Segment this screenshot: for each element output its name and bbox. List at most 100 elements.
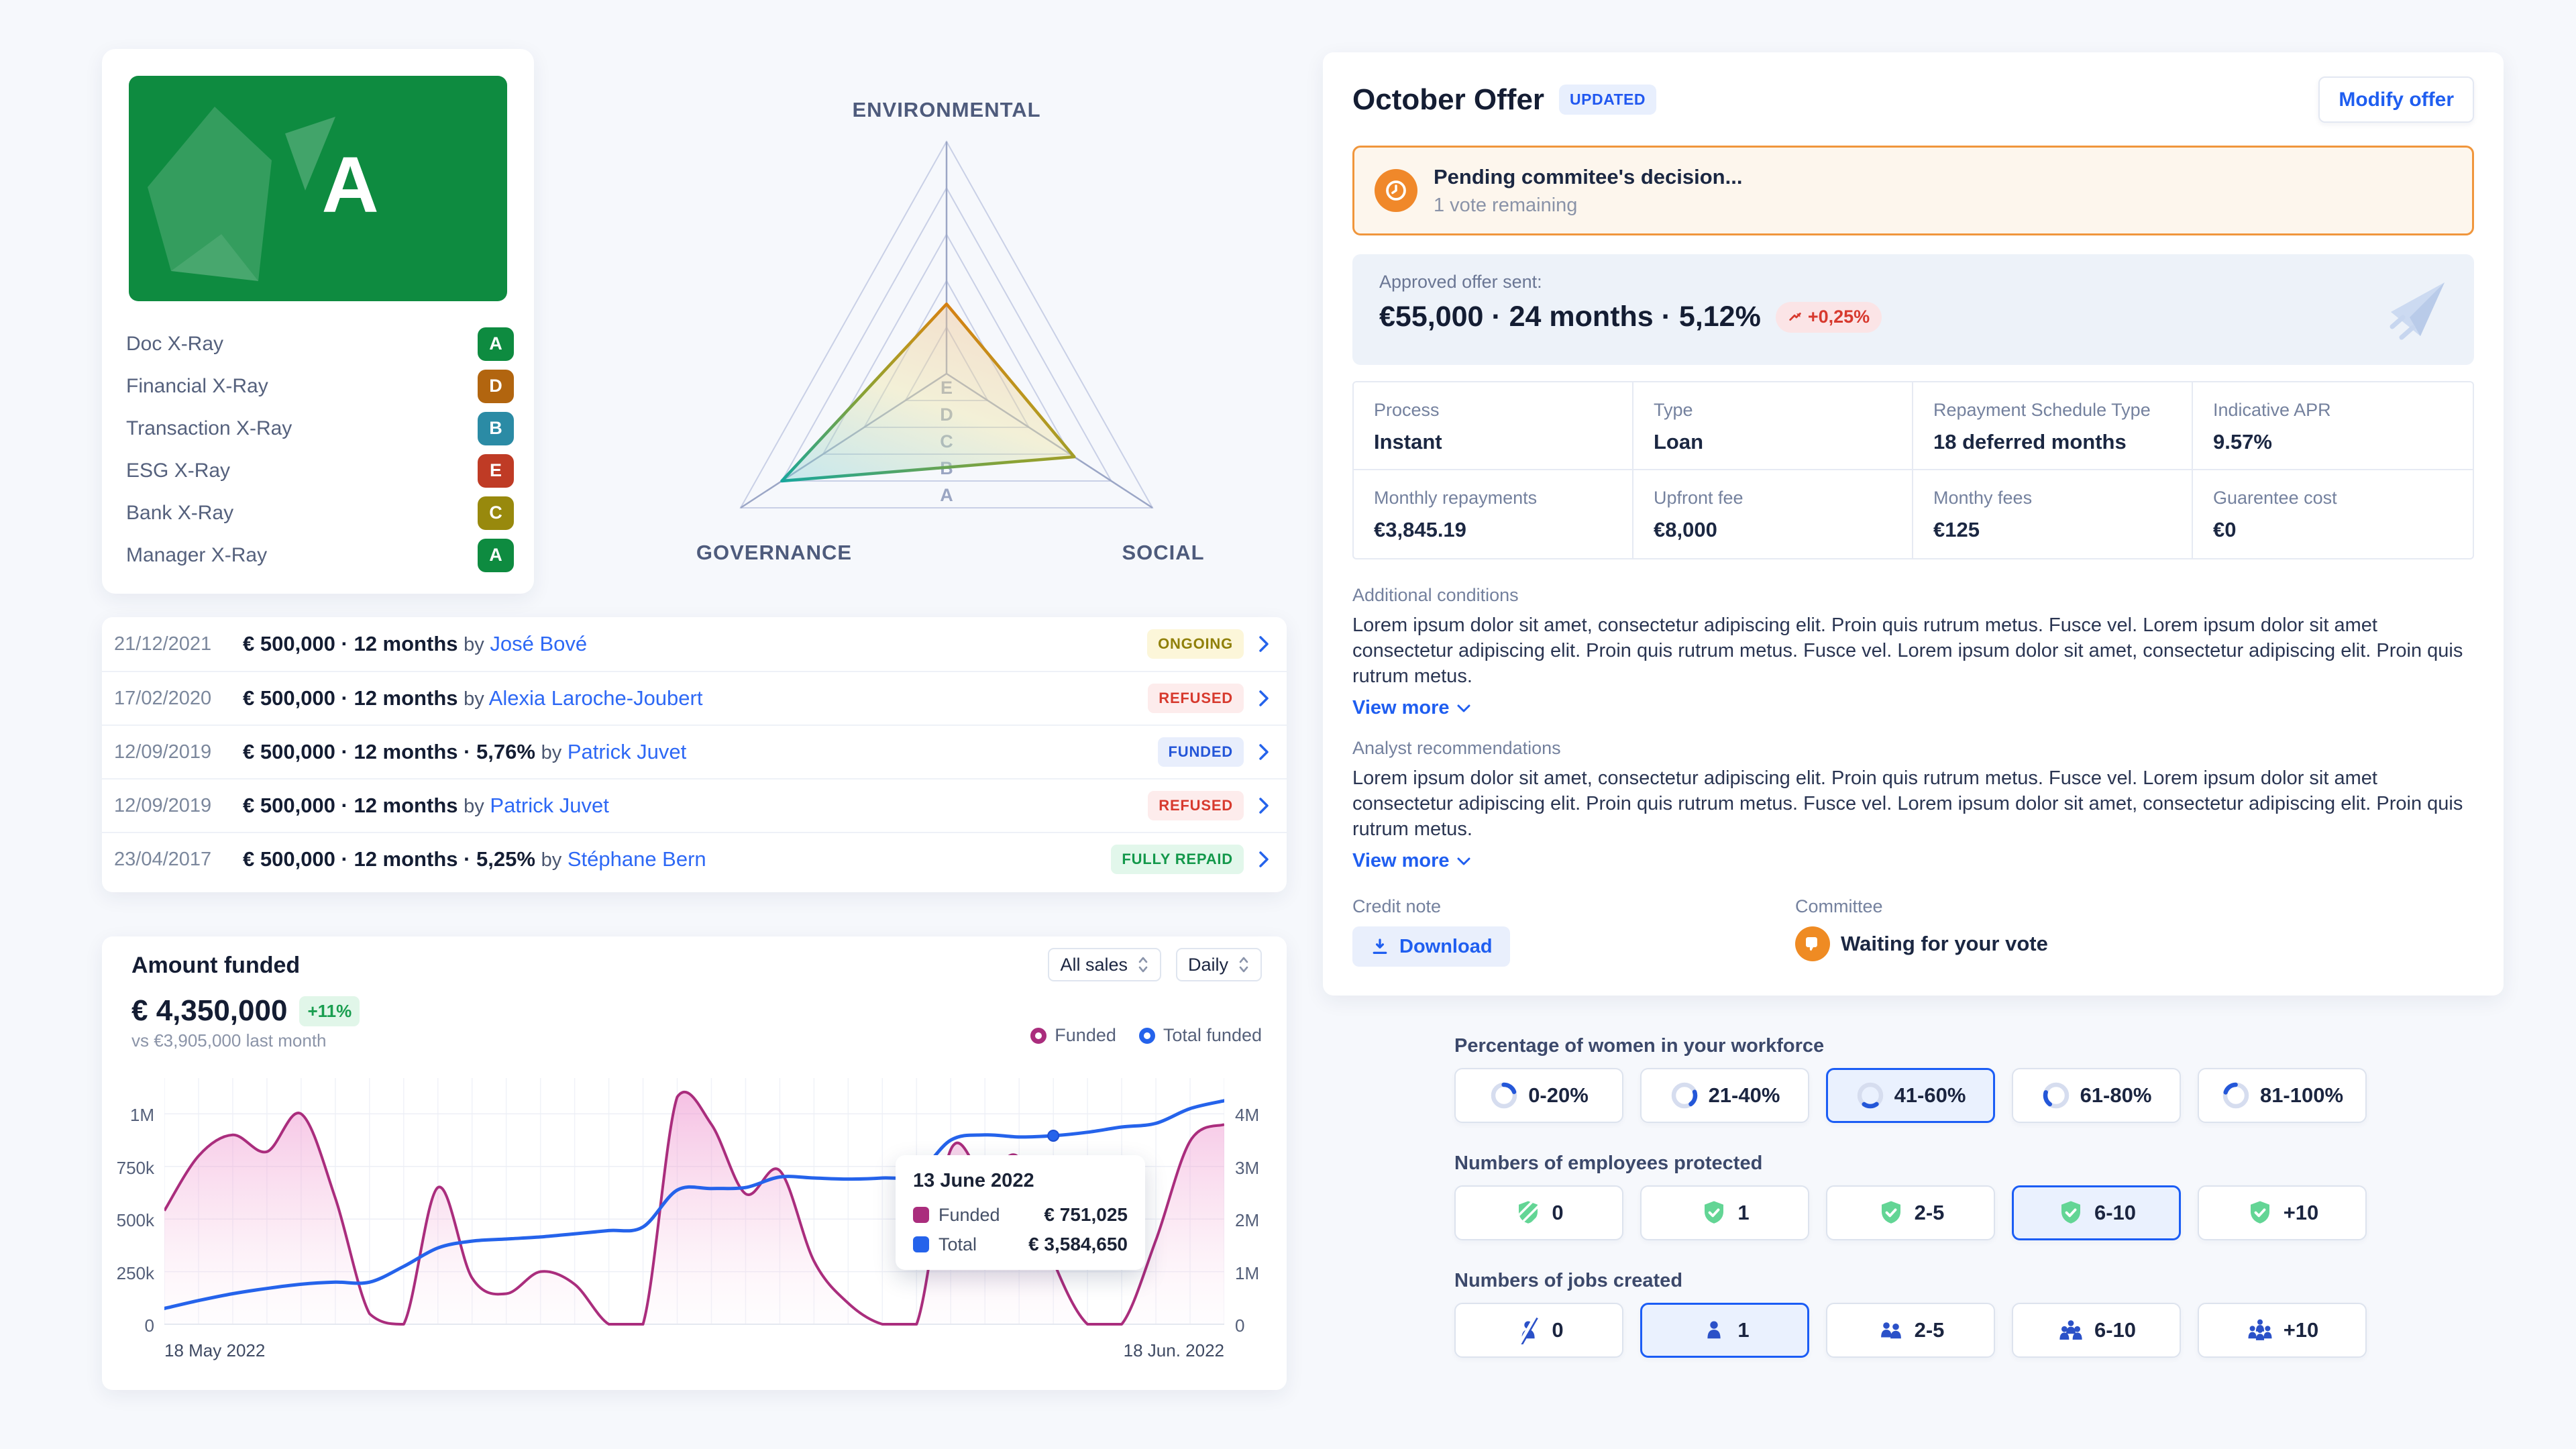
additional-conditions-text: Lorem ipsum dolor sit amet, consectetur … <box>1352 614 2463 687</box>
approved-terms: €55,000 · 24 months · 5,12% <box>1379 301 1761 333</box>
pie-range-icon <box>1671 1082 1697 1109</box>
option-6-10[interactable]: 6-10 <box>2012 1303 2181 1358</box>
approved-label: Approved offer sent: <box>1379 272 1542 292</box>
loan-terms: € 500,000 · 12 months · 5,25% <box>243 847 535 871</box>
y-axis-tick: 0 <box>144 1316 154 1336</box>
y-axis-tick: 0 <box>1235 1316 1245 1336</box>
view-more-link[interactable]: View more <box>1352 850 1471 872</box>
status-badge: REFUSED <box>1148 684 1244 713</box>
borrower-link[interactable]: Alexia Laroche-Joubert <box>488 686 703 710</box>
shield-striped-icon <box>1519 1201 1538 1224</box>
option-0[interactable]: 0 <box>1454 1185 1623 1240</box>
y-axis-tick: 1M <box>1235 1263 1260 1283</box>
period-filter-select[interactable]: Daily <box>1175 948 1262 981</box>
credit-note-block: Credit note Download <box>1352 896 1795 967</box>
xray-list: Doc X-Ray A Financial X-Ray D Transactio… <box>102 301 534 576</box>
alert-title: Pending commitee's decision... <box>1434 164 1743 189</box>
list-item[interactable]: Manager X-Ray A <box>126 534 514 576</box>
download-button[interactable]: Download <box>1352 926 1510 967</box>
modify-offer-button[interactable]: Modify offer <box>2318 76 2474 123</box>
status-badge: REFUSED <box>1148 791 1244 820</box>
list-item[interactable]: Doc X-Ray A <box>126 323 514 365</box>
card-title: Amount funded <box>131 953 301 978</box>
legend-dot-funded <box>1030 1027 1047 1044</box>
chevron-right-icon[interactable] <box>1257 742 1271 762</box>
chevron-right-icon[interactable] <box>1257 688 1271 708</box>
borrower-link[interactable]: Stéphane Bern <box>567 847 706 871</box>
impact-surveys: Percentage of women in your workforce 0-… <box>1454 1035 2367 1358</box>
borrower-link[interactable]: Patrick Juvet <box>567 740 687 763</box>
option-61-80[interactable]: 61-80% <box>2012 1068 2181 1123</box>
option-1[interactable]: 1 <box>1640 1185 1809 1240</box>
clock-icon <box>1375 169 1417 212</box>
loan-row[interactable]: 23/04/2017 € 500,000 · 12 months · 5,25%… <box>102 832 1287 885</box>
option-2-5[interactable]: 2-5 <box>1826 1303 1995 1358</box>
legend-funded[interactable]: Funded <box>1030 1025 1116 1046</box>
loan-terms: € 500,000 · 12 months <box>243 686 458 710</box>
loan-terms: € 500,000 · 12 months <box>243 632 458 655</box>
xray-item-label: Bank X-Ray <box>126 501 234 524</box>
loan-date: 12/09/2019 <box>114 794 212 816</box>
option-plus-10[interactable]: +10 <box>2198 1303 2367 1358</box>
option-2-5[interactable]: 2-5 <box>1826 1185 1995 1240</box>
borrower-link[interactable]: Patrick Juvet <box>490 794 609 817</box>
sort-updown-icon <box>1239 957 1248 973</box>
y-axis-tick: 500k <box>116 1210 154 1230</box>
committee-status: Waiting for your vote <box>1841 932 2048 955</box>
tooltip-chip-funded <box>913 1207 929 1223</box>
pie-range-icon <box>2222 1082 2249 1109</box>
xray-item-label: Doc X-Ray <box>126 332 224 355</box>
option-plus-10[interactable]: +10 <box>2198 1185 2367 1240</box>
committee-block: Committee Waiting for your vote <box>1795 896 2474 967</box>
view-more-link[interactable]: View more <box>1352 697 1471 719</box>
people-two-icon <box>1880 1322 1901 1339</box>
y-axis-tick: 750k <box>116 1158 154 1178</box>
option-6-10[interactable]: 6-10 <box>2012 1185 2181 1240</box>
loan-row[interactable]: 21/12/2021 € 500,000 · 12 months by José… <box>102 617 1287 671</box>
trending-up-icon <box>1789 312 1801 321</box>
radar-axis-governance: GOVERNANCE <box>696 541 852 564</box>
option-0-20[interactable]: 0-20% <box>1454 1068 1623 1123</box>
legend-dot-total <box>1138 1027 1155 1044</box>
grade-badge: D <box>478 369 514 403</box>
loan-terms: € 500,000 · 12 months · 5,76% <box>243 740 535 763</box>
svg-text:A: A <box>940 485 953 505</box>
radar-svg: ENVIRONMENTAL GOVERNANCE SOCIAL EDCBA <box>696 98 1204 564</box>
list-item[interactable]: ESG X-Ray E <box>126 449 514 492</box>
employees-protected-group: Numbers of employees protected 0 1 2-5 <box>1454 1152 2367 1240</box>
pie-range-icon <box>2043 1082 2069 1109</box>
y-axis-tick: 250k <box>116 1263 154 1283</box>
sales-filter-select[interactable]: All sales <box>1048 948 1161 981</box>
list-item[interactable]: Financial X-Ray D <box>126 365 514 407</box>
option-41-60[interactable]: 41-60% <box>1826 1068 1995 1123</box>
legend-total-funded[interactable]: Total funded <box>1138 1025 1262 1046</box>
loan-row[interactable]: 12/09/2019 € 500,000 · 12 months · 5,76%… <box>102 724 1287 778</box>
option-1[interactable]: 1 <box>1640 1303 1809 1358</box>
chevron-right-icon[interactable] <box>1257 634 1271 654</box>
grade-badge: A <box>478 327 514 361</box>
option-21-40[interactable]: 21-40% <box>1640 1068 1809 1123</box>
alert-subtitle: 1 vote remaining <box>1434 194 1578 216</box>
analyst-recommendations-text: Lorem ipsum dolor sit amet, consectetur … <box>1352 767 2463 840</box>
overall-grade: A <box>321 140 379 229</box>
chevron-down-icon <box>1457 857 1470 865</box>
chevron-right-icon[interactable] <box>1257 796 1271 816</box>
shield-check-icon <box>1881 1201 1900 1224</box>
status-badge: FUNDED <box>1157 737 1244 767</box>
tooltip-date: 13 June 2022 <box>913 1170 1034 1191</box>
option-81-100[interactable]: 81-100% <box>2198 1068 2367 1123</box>
list-item[interactable]: Transaction X-Ray B <box>126 407 514 449</box>
loan-row[interactable]: 12/09/2019 € 500,000 · 12 months by Patr… <box>102 778 1287 832</box>
grade-badge: E <box>478 453 514 488</box>
person-none-icon <box>1517 1316 1539 1344</box>
chevron-right-icon[interactable] <box>1257 849 1271 869</box>
option-0[interactable]: 0 <box>1454 1303 1623 1358</box>
status-badge: FULLY REPAID <box>1111 845 1244 874</box>
borrower-link[interactable]: José Bové <box>490 632 588 655</box>
loan-row[interactable]: 17/02/2020 € 500,000 · 12 months by Alex… <box>102 671 1287 724</box>
comparison-text: vs €3,905,000 last month <box>131 1030 327 1051</box>
download-icon <box>1373 938 1387 954</box>
women-workforce-group: Percentage of women in your workforce 0-… <box>1454 1035 2367 1123</box>
list-item[interactable]: Bank X-Ray C <box>126 492 514 534</box>
y-axis-tick: 4M <box>1235 1105 1260 1125</box>
